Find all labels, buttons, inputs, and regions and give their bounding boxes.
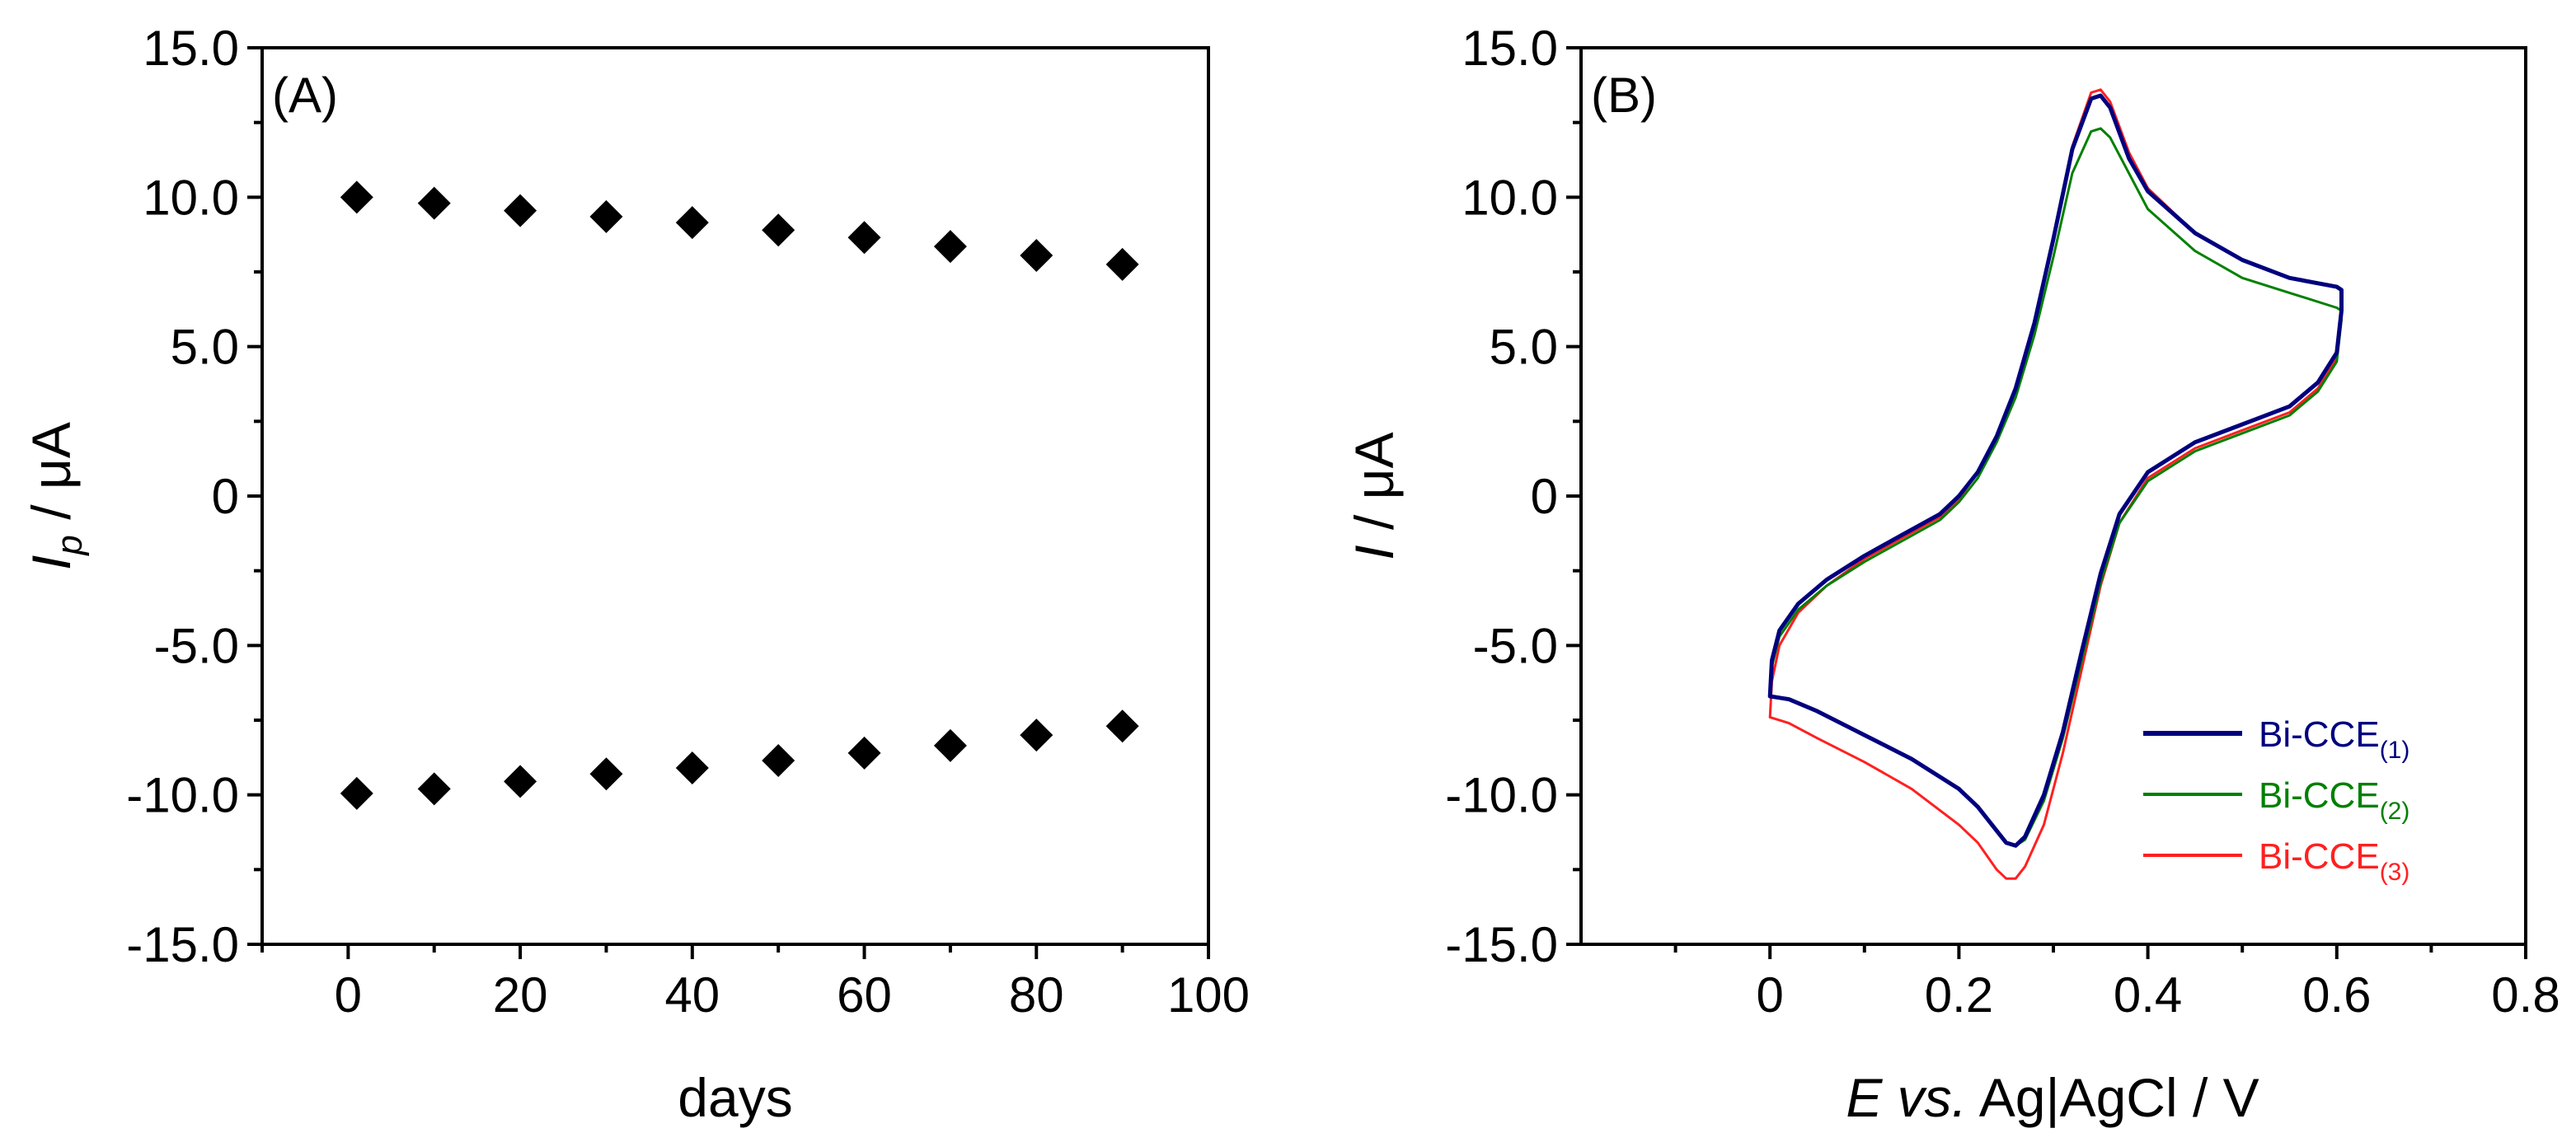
panel-a-y-axis-title-symbol: I bbox=[21, 555, 82, 570]
panel-b-lines bbox=[1767, 88, 2344, 880]
data-point-anodic bbox=[1105, 247, 1139, 281]
x-tick-label: 20 bbox=[493, 967, 548, 1023]
legend-name: Bi-CCE bbox=[2259, 836, 2380, 877]
data-point-cathodic bbox=[589, 757, 623, 791]
x-tick-label: 0.4 bbox=[2114, 967, 2182, 1023]
y-tick-label: 10.0 bbox=[143, 170, 239, 225]
legend-subscript: (3) bbox=[2380, 859, 2410, 886]
data-point-anodic bbox=[589, 199, 623, 233]
y-tick-label: -10.0 bbox=[1445, 768, 1558, 823]
y-tick-label: -15.0 bbox=[126, 917, 239, 972]
y-tick-label: 15.0 bbox=[1462, 21, 1558, 76]
data-point-anodic bbox=[847, 221, 881, 255]
x-tick-label: 0 bbox=[335, 967, 362, 1023]
y-tick-label: 5.0 bbox=[1490, 320, 1558, 375]
legend-subscript: (1) bbox=[2380, 737, 2410, 764]
panel-a-label: (A) bbox=[272, 68, 338, 123]
y-tick-label: 0 bbox=[212, 469, 239, 524]
panel-b-y-axis-title-symbol: I bbox=[1344, 545, 1405, 559]
data-point-anodic bbox=[340, 180, 373, 214]
panel-a-y-axis-title-subscript: p bbox=[49, 535, 90, 556]
y-tick-label: 10.0 bbox=[1462, 170, 1558, 225]
x-tick-label: 0.6 bbox=[2302, 967, 2371, 1023]
x-tick-label: 0 bbox=[1757, 967, 1784, 1023]
data-point-cathodic bbox=[847, 736, 881, 770]
y-tick-label: 15.0 bbox=[143, 21, 239, 76]
panel-b-y-axis-title-unit: / μA bbox=[1344, 432, 1405, 545]
data-point-anodic bbox=[762, 213, 795, 247]
data-point-cathodic bbox=[933, 728, 967, 762]
data-point-cathodic bbox=[340, 776, 373, 810]
data-point-anodic bbox=[933, 230, 967, 264]
data-point-cathodic bbox=[675, 751, 709, 785]
data-point-cathodic bbox=[417, 772, 451, 806]
data-point-anodic bbox=[504, 194, 537, 227]
y-tick-label: -5.0 bbox=[154, 618, 239, 673]
panel-a-frame bbox=[260, 46, 1210, 946]
data-point-cathodic bbox=[1105, 709, 1139, 743]
y-tick-label: 0 bbox=[1531, 469, 1558, 524]
panel-b-ticks: 0 0.2 0.4 0.6 0.8 -15.0 -10.0 -5.0 0 5.0 10.0 15.0 bbox=[1445, 21, 2560, 1023]
y-tick-label: -15.0 bbox=[1445, 917, 1558, 972]
y-tick-label: -10.0 bbox=[126, 768, 239, 823]
legend-label-1: Bi-CCE(1) bbox=[2259, 714, 2409, 764]
legend-label-2: Bi-CCE(2) bbox=[2259, 775, 2409, 825]
panel-b: 0 0.2 0.4 0.6 0.8-15.0-10.0-5.005.010.015.0 … bbox=[1344, 21, 2560, 1128]
panel-b-x-axis-title-italic: E vs. bbox=[1846, 1067, 1967, 1128]
legend-name: Bi-CCE bbox=[2259, 714, 2380, 755]
panel-a-y-axis-title-unit: / μA bbox=[21, 422, 82, 535]
panel-b-label: (B) bbox=[1591, 68, 1657, 123]
cv-curve-1 bbox=[1767, 93, 2344, 848]
x-tick-label: 0.8 bbox=[2491, 967, 2560, 1023]
panel-b-x-axis-title-rest: Ag|AgCl / V bbox=[1967, 1067, 2259, 1128]
data-point-cathodic bbox=[762, 743, 795, 777]
data-point-cathodic bbox=[1020, 719, 1053, 752]
panel-b-x-axis-title: E vs. Ag|AgCl / V bbox=[1846, 1067, 2259, 1128]
panel-a-ticks: 0 20 40 60 80 100 -15.0 -10.0 -5.0 0 5.0 10.0 15.0 bbox=[126, 21, 1250, 1023]
panel-b-y-axis-title: I / μA bbox=[1344, 432, 1405, 559]
x-tick-label: 100 bbox=[1167, 967, 1250, 1023]
data-point-anodic bbox=[417, 186, 451, 220]
x-tick-label: 80 bbox=[1009, 967, 1064, 1023]
panel-b-legend: Bi-CCE(1)Bi-CCE(2)Bi-CCE(3) bbox=[2143, 714, 2409, 886]
legend-name: Bi-CCE bbox=[2259, 775, 2380, 816]
x-tick-label: 0.2 bbox=[1925, 967, 1993, 1023]
x-tick-label: 60 bbox=[837, 967, 892, 1023]
panel-a-y-axis-title: Ip / μA bbox=[21, 422, 90, 570]
legend-subscript: (2) bbox=[2380, 798, 2410, 825]
x-tick-label: 40 bbox=[664, 967, 720, 1023]
data-point-anodic bbox=[675, 206, 709, 240]
panel-a-marks bbox=[340, 180, 1139, 810]
y-tick-label: 5.0 bbox=[171, 320, 239, 375]
panel-a: 0 20 40 60 80 100 -15.0 -10.0 -5.0 0 5.0 10.0 15.0 (… bbox=[21, 21, 1250, 1128]
legend-label-3: Bi-CCE(3) bbox=[2259, 836, 2409, 886]
y-tick-label: -5.0 bbox=[1473, 618, 1558, 673]
data-point-anodic bbox=[1020, 239, 1053, 273]
panel-a-x-axis-title: days bbox=[678, 1067, 792, 1128]
data-point-cathodic bbox=[504, 765, 537, 798]
